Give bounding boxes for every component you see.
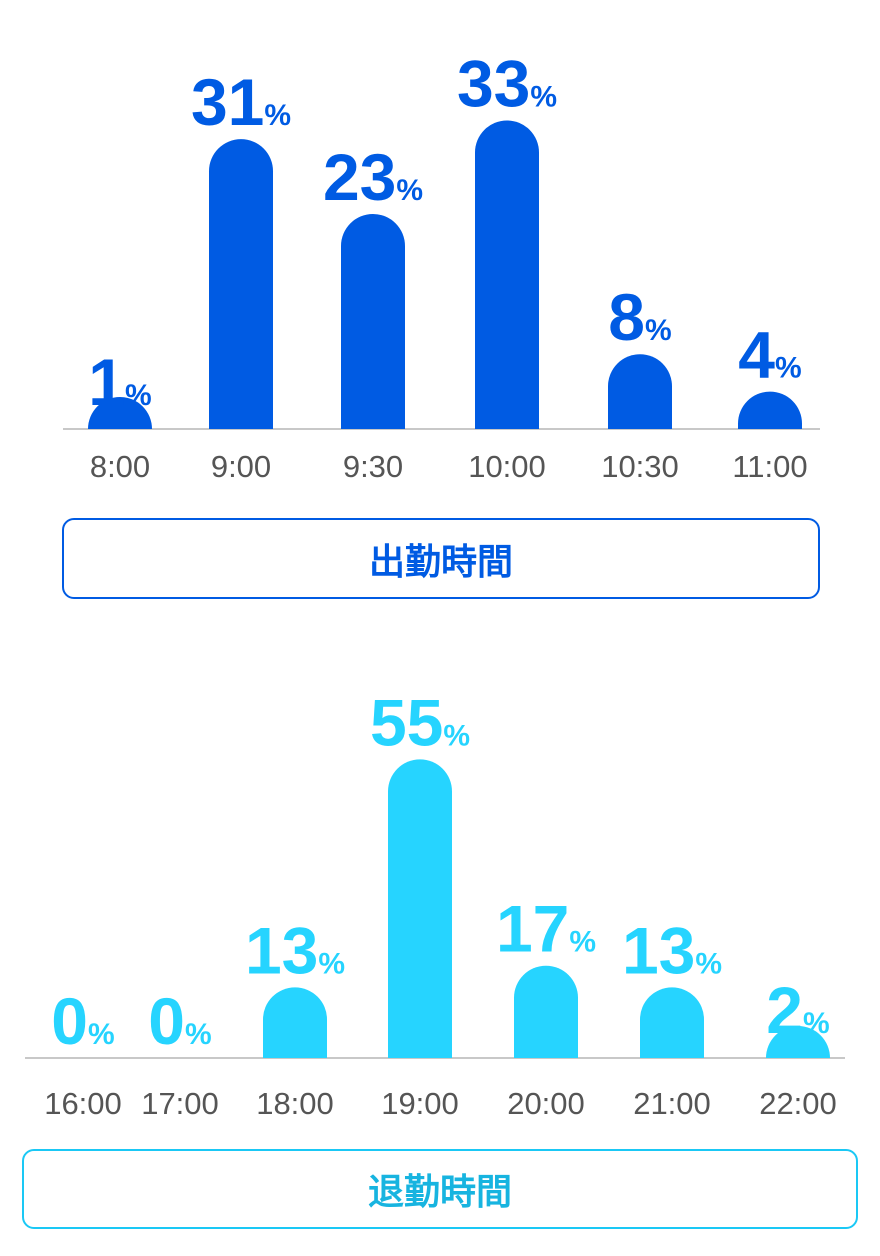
arrival-bar-8:00 [88, 397, 152, 429]
arrival-tick-label: 10:00 [468, 449, 546, 484]
departure-value-label-17:00: 0% [148, 984, 211, 1058]
arrival-bar-10:00 [475, 120, 539, 429]
arrival-bar-9:30 [341, 213, 405, 429]
arrival-bar-10:30 [608, 354, 672, 429]
departure-bar-19:00 [388, 759, 452, 1058]
arrival-value-label-8:00: 1% [88, 345, 151, 419]
departure-value-label-19:00: 55% [370, 685, 470, 759]
arrival-value-label-9:00: 31% [191, 65, 291, 139]
arrival-time-chart: 1% 8:00 31% 9:00 23% 9:30 33% 10:00 8% 10:30 4% 11:… [63, 46, 820, 484]
departure-value-label-20:00: 17% [496, 892, 596, 966]
departure-time-label: 退勤時間 [22, 1149, 858, 1229]
departure-tick-label: 22:00 [759, 1086, 837, 1121]
departure-tick-label: 20:00 [507, 1086, 585, 1121]
arrival-bar-11:00 [738, 391, 802, 429]
arrival-value-label-9:30: 23% [323, 140, 423, 214]
departure-tick-label: 21:00 [633, 1086, 711, 1121]
departure-value-label-16:00: 0% [51, 984, 114, 1058]
arrival-time-label: 出勤時間 [62, 518, 820, 599]
departure-tick-label: 17:00 [141, 1086, 219, 1121]
departure-bar-18:00 [263, 987, 327, 1058]
arrival-tick-label: 8:00 [90, 449, 150, 484]
departure-bar-20:00 [514, 965, 578, 1058]
departure-time-chart: 0% 16:00 0% 17:00 13% 18:00 55% 19:00 17% 20:00 13… [25, 685, 845, 1121]
arrival-tick-label: 9:30 [343, 449, 403, 484]
arrival-value-label-10:00: 33% [457, 46, 557, 120]
departure-tick-label: 19:00 [381, 1086, 459, 1121]
departure-bar-22:00 [766, 1026, 830, 1058]
departure-value-label-22:00: 2% [766, 973, 829, 1047]
departure-bar-21:00 [640, 987, 704, 1058]
departure-tick-label: 18:00 [256, 1086, 334, 1121]
departure-value-label-18:00: 13% [245, 913, 345, 987]
arrival-tick-label: 9:00 [211, 449, 271, 484]
arrival-value-label-10:30: 8% [608, 280, 671, 354]
arrival-bar-9:00 [209, 139, 273, 429]
arrival-tick-label: 11:00 [732, 449, 807, 484]
departure-tick-label: 16:00 [44, 1086, 122, 1121]
arrival-tick-label: 10:30 [601, 449, 679, 484]
departure-value-label-21:00: 13% [622, 913, 722, 987]
arrival-value-label-11:00: 4% [738, 318, 801, 392]
